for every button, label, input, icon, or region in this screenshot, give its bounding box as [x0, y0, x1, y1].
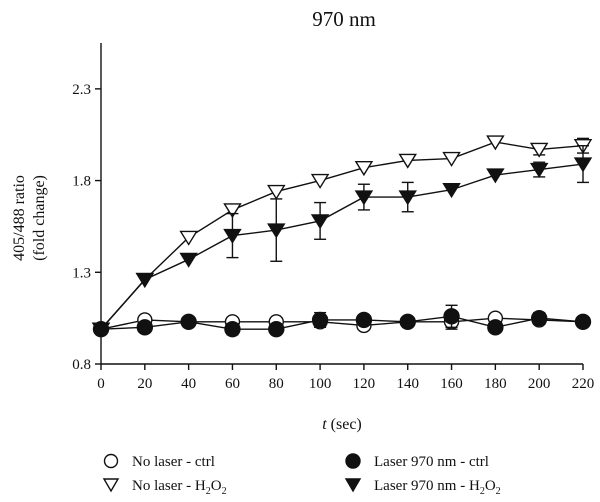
- legend-marker-triangle-filled: [344, 478, 362, 493]
- data-point: [486, 135, 505, 151]
- x-tick-label: 220: [572, 376, 595, 392]
- series-line: [100, 163, 584, 330]
- y-axis-title: 405/488 ratio (fold change): [11, 175, 48, 261]
- x-tick-label: 160: [440, 376, 463, 392]
- y-tick-label: 0.8: [72, 357, 91, 373]
- data-point: [398, 153, 417, 169]
- data-point: [574, 313, 592, 331]
- data-point: [223, 228, 242, 244]
- legend-label-sub: 2: [206, 486, 211, 497]
- data-point: [573, 157, 593, 173]
- data-point: [355, 311, 373, 329]
- data-point: [487, 319, 504, 336]
- data-point: [91, 322, 111, 338]
- axes: 0.8 1.3 1.8 2.3 0 20 40 60 80 100 120 140 160 180 200 2…: [72, 43, 594, 392]
- x-axis-title: t (sec): [322, 416, 362, 433]
- data-point: [310, 214, 330, 230]
- legend-label-no-laser-h2o2: No laser - H2O2: [132, 478, 227, 497]
- y-tick-label: 2.3: [72, 82, 91, 98]
- data-point: [354, 190, 374, 206]
- data-point: [268, 320, 285, 338]
- data-point: [180, 313, 197, 331]
- legend-label-no-laser-ctrl: No laser - ctrl: [132, 454, 215, 470]
- legend-marker-circle-open: [103, 453, 119, 469]
- x-tick-label: 140: [396, 376, 419, 392]
- y-tick-label: 1.8: [72, 174, 91, 190]
- x-axis-title-variable: t: [322, 416, 327, 433]
- y-tick-label: 1.3: [72, 265, 91, 281]
- chart-title: 970 nm: [312, 7, 376, 31]
- series-triangle-open: [91, 135, 593, 338]
- x-axis-title-unit: (sec): [327, 416, 362, 433]
- legend-item-laser-h2o2: Laser 970 nm - H2O2: [344, 478, 501, 497]
- data-point: [442, 151, 461, 167]
- data-point: [267, 223, 286, 239]
- legend-label-sub: 2: [480, 486, 485, 497]
- data-point: [310, 173, 330, 189]
- legend-label-sub2: 2: [496, 486, 501, 497]
- data-point: [529, 162, 549, 178]
- legend-item-laser-ctrl: Laser 970 nm - ctrl: [345, 453, 489, 470]
- data-point: [311, 311, 329, 329]
- data-point: [224, 320, 241, 338]
- x-tick-label: 40: [181, 376, 196, 392]
- x-tick-label: 100: [309, 376, 332, 392]
- data-point: [399, 313, 416, 331]
- legend-label-main: No laser - H: [132, 478, 206, 494]
- legend-marker-triangle-open: [102, 478, 120, 493]
- data-point: [135, 272, 155, 288]
- data-point: [267, 184, 286, 200]
- x-tick-label: 120: [353, 376, 376, 392]
- data-point: [354, 161, 374, 177]
- data-point: [529, 142, 549, 158]
- legend-label-mid: O: [485, 478, 496, 494]
- x-tick-label: 80: [269, 376, 284, 392]
- x-tick-label: 20: [137, 376, 152, 392]
- data-point: [179, 230, 198, 246]
- legend-marker-circle-filled: [345, 453, 361, 469]
- data-point: [443, 308, 460, 325]
- legend-item-no-laser-h2o2: No laser - H2O2: [102, 478, 227, 497]
- legend: No laser - ctrl Laser 970 nm - ctrl No l…: [102, 453, 501, 497]
- x-tick-label: 200: [528, 376, 551, 392]
- data-point: [179, 252, 198, 268]
- data-point: [223, 203, 242, 219]
- series-triangle-filled: [91, 145, 593, 338]
- x-tick-label: 60: [225, 376, 240, 392]
- y-axis-title-line2: (fold change): [31, 175, 48, 261]
- legend-item-no-laser-ctrl: No laser - ctrl: [103, 453, 215, 470]
- plot-area: [91, 135, 593, 338]
- x-tick-label: 0: [97, 376, 105, 392]
- series-circle-filled: [92, 304, 592, 338]
- y-axis-title-line1: 405/488 ratio: [11, 175, 28, 261]
- data-point: [442, 183, 461, 199]
- data-point: [486, 168, 505, 184]
- legend-label-laser-ctrl: Laser 970 nm - ctrl: [374, 454, 489, 470]
- data-point: [530, 309, 548, 327]
- legend-label-main: Laser 970 nm - H: [374, 478, 480, 494]
- legend-label-sub2: 2: [222, 486, 227, 497]
- data-point: [136, 319, 154, 336]
- x-tick-label: 180: [484, 376, 507, 392]
- legend-label-laser-h2o2: Laser 970 nm - H2O2: [374, 478, 501, 497]
- legend-label-mid: O: [211, 478, 222, 494]
- data-point: [398, 190, 417, 206]
- series-line: [100, 141, 584, 330]
